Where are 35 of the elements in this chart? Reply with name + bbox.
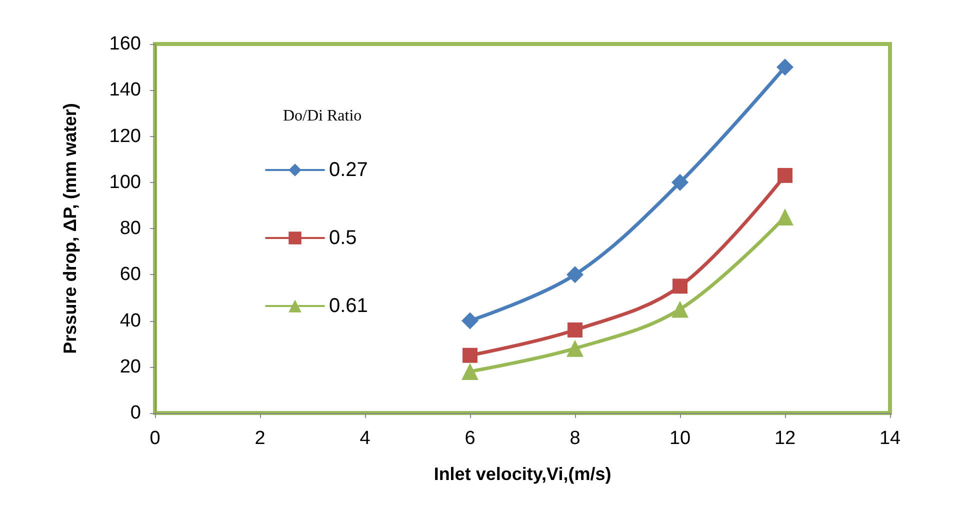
point [776, 208, 794, 226]
y-tick-label: 0 [130, 402, 141, 424]
x-tick-label: 4 [360, 428, 371, 449]
x-tick-label: 6 [464, 428, 476, 449]
y-tick-label: 120 [109, 126, 141, 147]
x-tick-label: 8 [570, 428, 580, 449]
x-tick-label: 10 [669, 428, 691, 449]
x-tick-label: 2 [254, 428, 266, 449]
x-tick-label: 12 [774, 428, 796, 449]
y-tick-label: 100 [109, 172, 141, 193]
y-axis-title: Prssure drop, ΔP, (mm water) [60, 103, 80, 354]
x-tick-label: 14 [879, 428, 901, 449]
y-tick-label: 60 [120, 264, 141, 286]
legend-label: 0.61 [329, 295, 368, 317]
x-axis-title: Inlet velocity,Vi,(m/s) [434, 464, 612, 484]
y-tick-label: 20 [120, 356, 141, 378]
legend-label: 0.27 [329, 159, 368, 181]
point [778, 168, 792, 183]
y-tick-label: 140 [109, 80, 141, 101]
point [462, 312, 478, 330]
point [568, 322, 582, 338]
y-tick-label: 80 [120, 218, 141, 239]
legend-title: Do/Di Ratio [283, 108, 362, 124]
point [672, 174, 688, 191]
x-tick-label: 0 [150, 428, 160, 449]
point [462, 362, 478, 380]
y-tick-label: 40 [120, 310, 141, 332]
point [566, 266, 584, 284]
point [566, 340, 584, 357]
point [462, 348, 478, 363]
legend-label: 0.5 [329, 227, 357, 249]
point [672, 278, 688, 294]
y-tick-label: 160 [109, 34, 141, 54]
point [672, 300, 688, 318]
point [776, 58, 794, 76]
